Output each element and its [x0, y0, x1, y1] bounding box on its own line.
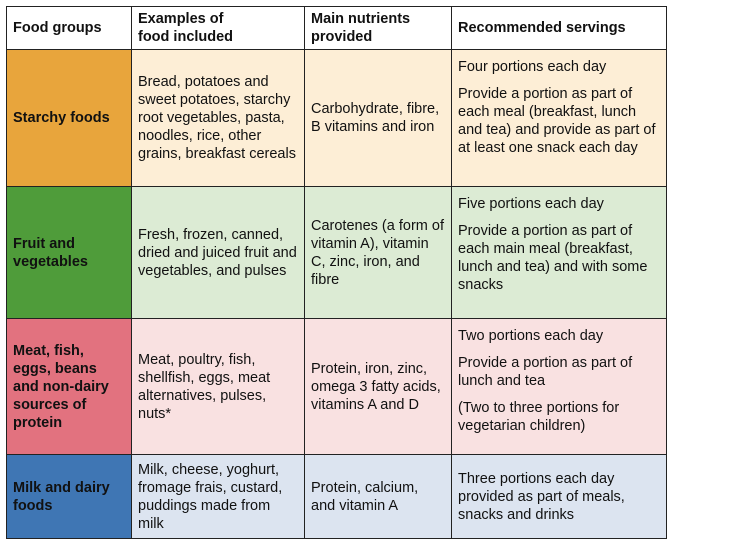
food-groups-table: Food groups Examples of food included Ma… — [6, 6, 667, 539]
food-group-name: Meat, fish, eggs, beans and non-dairy so… — [6, 318, 132, 455]
recommended-servings: Four portions each day Provide a portion… — [451, 49, 667, 187]
main-nutrients: Protein, calcium, and vitamin A — [304, 454, 452, 539]
food-group-name: Starchy foods — [6, 49, 132, 187]
food-examples: Milk, cheese, yoghurt, fromage frais, cu… — [131, 454, 305, 539]
servings-line: Two portions each day — [458, 328, 604, 344]
servings-line: Five portions each day — [458, 196, 604, 212]
food-examples: Bread, potatoes and sweet potatoes, star… — [131, 49, 305, 187]
food-examples: Meat, poultry, fish, shellfish, eggs, me… — [131, 318, 305, 455]
food-group-name: Fruit and vegetables — [6, 186, 132, 319]
header-food-groups: Food groups — [6, 6, 132, 50]
header-servings: Recommended servings — [451, 6, 667, 50]
header-examples: Examples of food included — [131, 6, 305, 50]
recommended-servings: Two portions each day Provide a portion … — [451, 318, 667, 455]
main-nutrients: Carbohydrate, fibre, B vitamins and iron — [304, 49, 452, 187]
servings-line: Provide a portion as part of lunch and t… — [458, 355, 633, 389]
main-nutrients: Carotenes (a form of vitamin A), vitamin… — [304, 186, 452, 319]
food-group-name: Milk and dairy foods — [6, 454, 132, 539]
header-nutrients: Main nutrients provided — [304, 6, 452, 50]
table-row: Meat, fish, eggs, beans and non-dairy so… — [6, 318, 667, 455]
recommended-servings: Three portions each day provided as part… — [451, 454, 667, 539]
header-row: Food groups Examples of food included Ma… — [6, 6, 667, 50]
servings-line: Provide a portion as part of each main m… — [458, 223, 648, 293]
table-row: Fruit and vegetables Fresh, frozen, cann… — [6, 186, 667, 319]
table-row: Milk and dairy foods Milk, cheese, yoghu… — [6, 454, 667, 539]
main-nutrients: Protein, iron, zinc, omega 3 fatty acids… — [304, 318, 452, 455]
servings-line: Three portions each day provided as part… — [458, 470, 625, 523]
servings-line: (Two to three portions for vegetarian ch… — [458, 400, 620, 434]
recommended-servings: Five portions each day Provide a portion… — [451, 186, 667, 319]
servings-line: Four portions each day — [458, 59, 607, 75]
food-examples: Fresh, frozen, canned, dried and juiced … — [131, 186, 305, 319]
table-row: Starchy foods Bread, potatoes and sweet … — [6, 49, 667, 187]
servings-line: Provide a portion as part of each meal (… — [458, 86, 656, 156]
